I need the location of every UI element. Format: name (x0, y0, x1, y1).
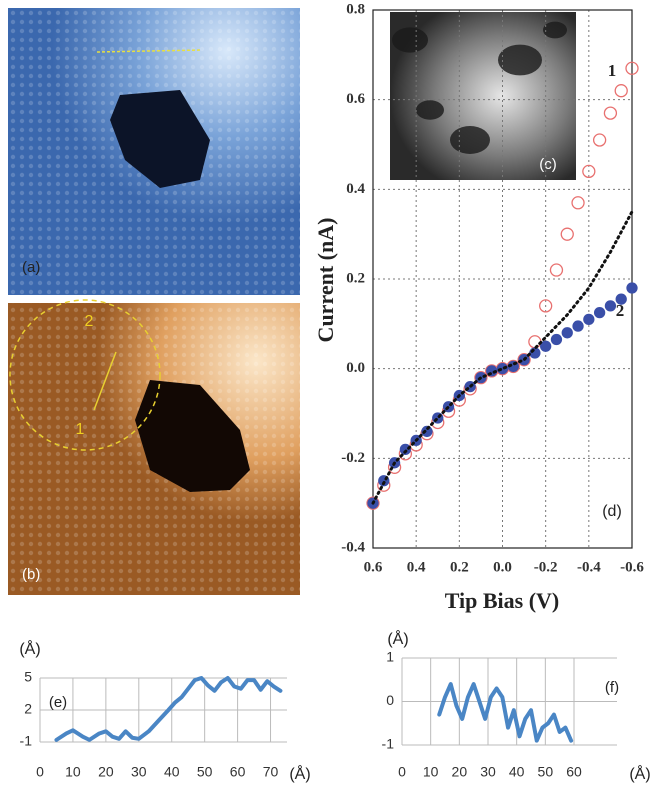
data-point (421, 425, 433, 438)
inset-domain (498, 44, 542, 76)
data-point (517, 353, 531, 367)
panel-label: (e) (49, 694, 67, 711)
inset-domain (543, 21, 567, 39)
data-line (437, 682, 574, 743)
y-tick-label: 0.2 (346, 270, 365, 286)
data-point (615, 293, 627, 305)
point-marker: 1 (76, 421, 85, 438)
image-a (8, 8, 300, 295)
series-label: 2 (616, 301, 625, 320)
data-point (528, 335, 542, 349)
data-point (614, 84, 628, 98)
x-tick-label: 0.6 (364, 559, 383, 575)
inset-image (390, 12, 576, 180)
data-point (550, 333, 563, 346)
x-axis-label: (Å) (289, 764, 310, 783)
y-tick-label: 0 (386, 692, 394, 708)
panel-label: (b) (22, 566, 40, 583)
y-tick-label: 1 (386, 649, 394, 665)
point-marker: 2 (85, 313, 94, 330)
inset-label: (c) (539, 156, 557, 173)
x-tick-label: -0.6 (620, 559, 644, 575)
y-tick-label: 5 (24, 669, 32, 685)
y-tick-label: -1 (382, 736, 395, 752)
data-point (572, 320, 584, 332)
x-tick-label: -0.4 (577, 559, 601, 575)
x-tick-label: 70 (263, 764, 279, 780)
x-tick-label: 20 (452, 764, 468, 780)
y-tick-label: 0.8 (346, 1, 365, 17)
x-tick-label: 20 (98, 764, 114, 780)
x-tick-label: 0 (36, 764, 44, 780)
data-point (540, 340, 552, 352)
x-tick-label: 0.2 (450, 559, 469, 575)
data-point (366, 496, 380, 510)
x-tick-label: 30 (131, 764, 147, 780)
data-point (549, 263, 564, 277)
inset-domain (416, 100, 444, 120)
data-line (54, 676, 283, 742)
data-point (571, 196, 585, 210)
data-point (561, 327, 573, 339)
x-axis-label: Tip Bias (V) (445, 588, 560, 613)
x-tick-label: 60 (566, 764, 582, 780)
x-tick-label: 40 (509, 764, 525, 780)
data-point (626, 282, 638, 294)
data-point (539, 299, 553, 313)
y-tick-label: 2 (24, 701, 32, 717)
panel-label: (a) (22, 259, 40, 276)
x-tick-label: 0 (398, 764, 406, 780)
y-tick-label: -1 (20, 733, 33, 749)
data-point (582, 164, 596, 179)
x-tick-label: -0.2 (534, 559, 558, 575)
data-point (529, 347, 541, 359)
data-point (593, 306, 606, 319)
y-tick-label: 0.6 (346, 91, 365, 107)
y-tick-label: 0.0 (346, 360, 365, 376)
series-label: 1 (608, 61, 617, 80)
x-tick-label: 10 (423, 764, 439, 780)
y-axis-label: (Å) (19, 639, 40, 658)
inset-domain (450, 126, 490, 154)
y-axis-label: Current (nA) (313, 218, 338, 343)
data-point (625, 61, 639, 75)
x-axis-label: (Å) (629, 764, 650, 783)
image-b (8, 299, 300, 595)
x-tick-label: 0.4 (407, 559, 426, 575)
data-point (592, 133, 607, 147)
data-point (603, 106, 618, 120)
x-tick-label: 50 (197, 764, 213, 780)
x-tick-label: 60 (230, 764, 246, 780)
chart: (c) -0.4 -0.2 0.0 0.2 0.4 0.6 0.8 0.6 0.4 0.2 0.0 -0… (313, 1, 644, 613)
panel-label: (f) (605, 679, 619, 696)
x-tick-label: 40 (164, 764, 180, 780)
data-point (474, 370, 488, 385)
data-point (583, 313, 595, 326)
panel-label: (d) (602, 503, 622, 520)
y-axis-label: (Å) (387, 629, 408, 648)
x-tick-label: 0.0 (493, 559, 512, 575)
data-point (560, 227, 574, 241)
inset-domain (392, 27, 428, 53)
y-tick-label: -0.4 (341, 539, 365, 555)
x-tick-label: 50 (538, 764, 554, 780)
data-point (604, 300, 617, 312)
y-tick-label: 0.4 (346, 181, 365, 197)
plot-frame (372, 9, 633, 549)
y-tick-label: -0.2 (341, 450, 365, 466)
data-line (371, 210, 634, 505)
x-tick-label: 10 (65, 764, 81, 780)
x-tick-label: 30 (480, 764, 496, 780)
